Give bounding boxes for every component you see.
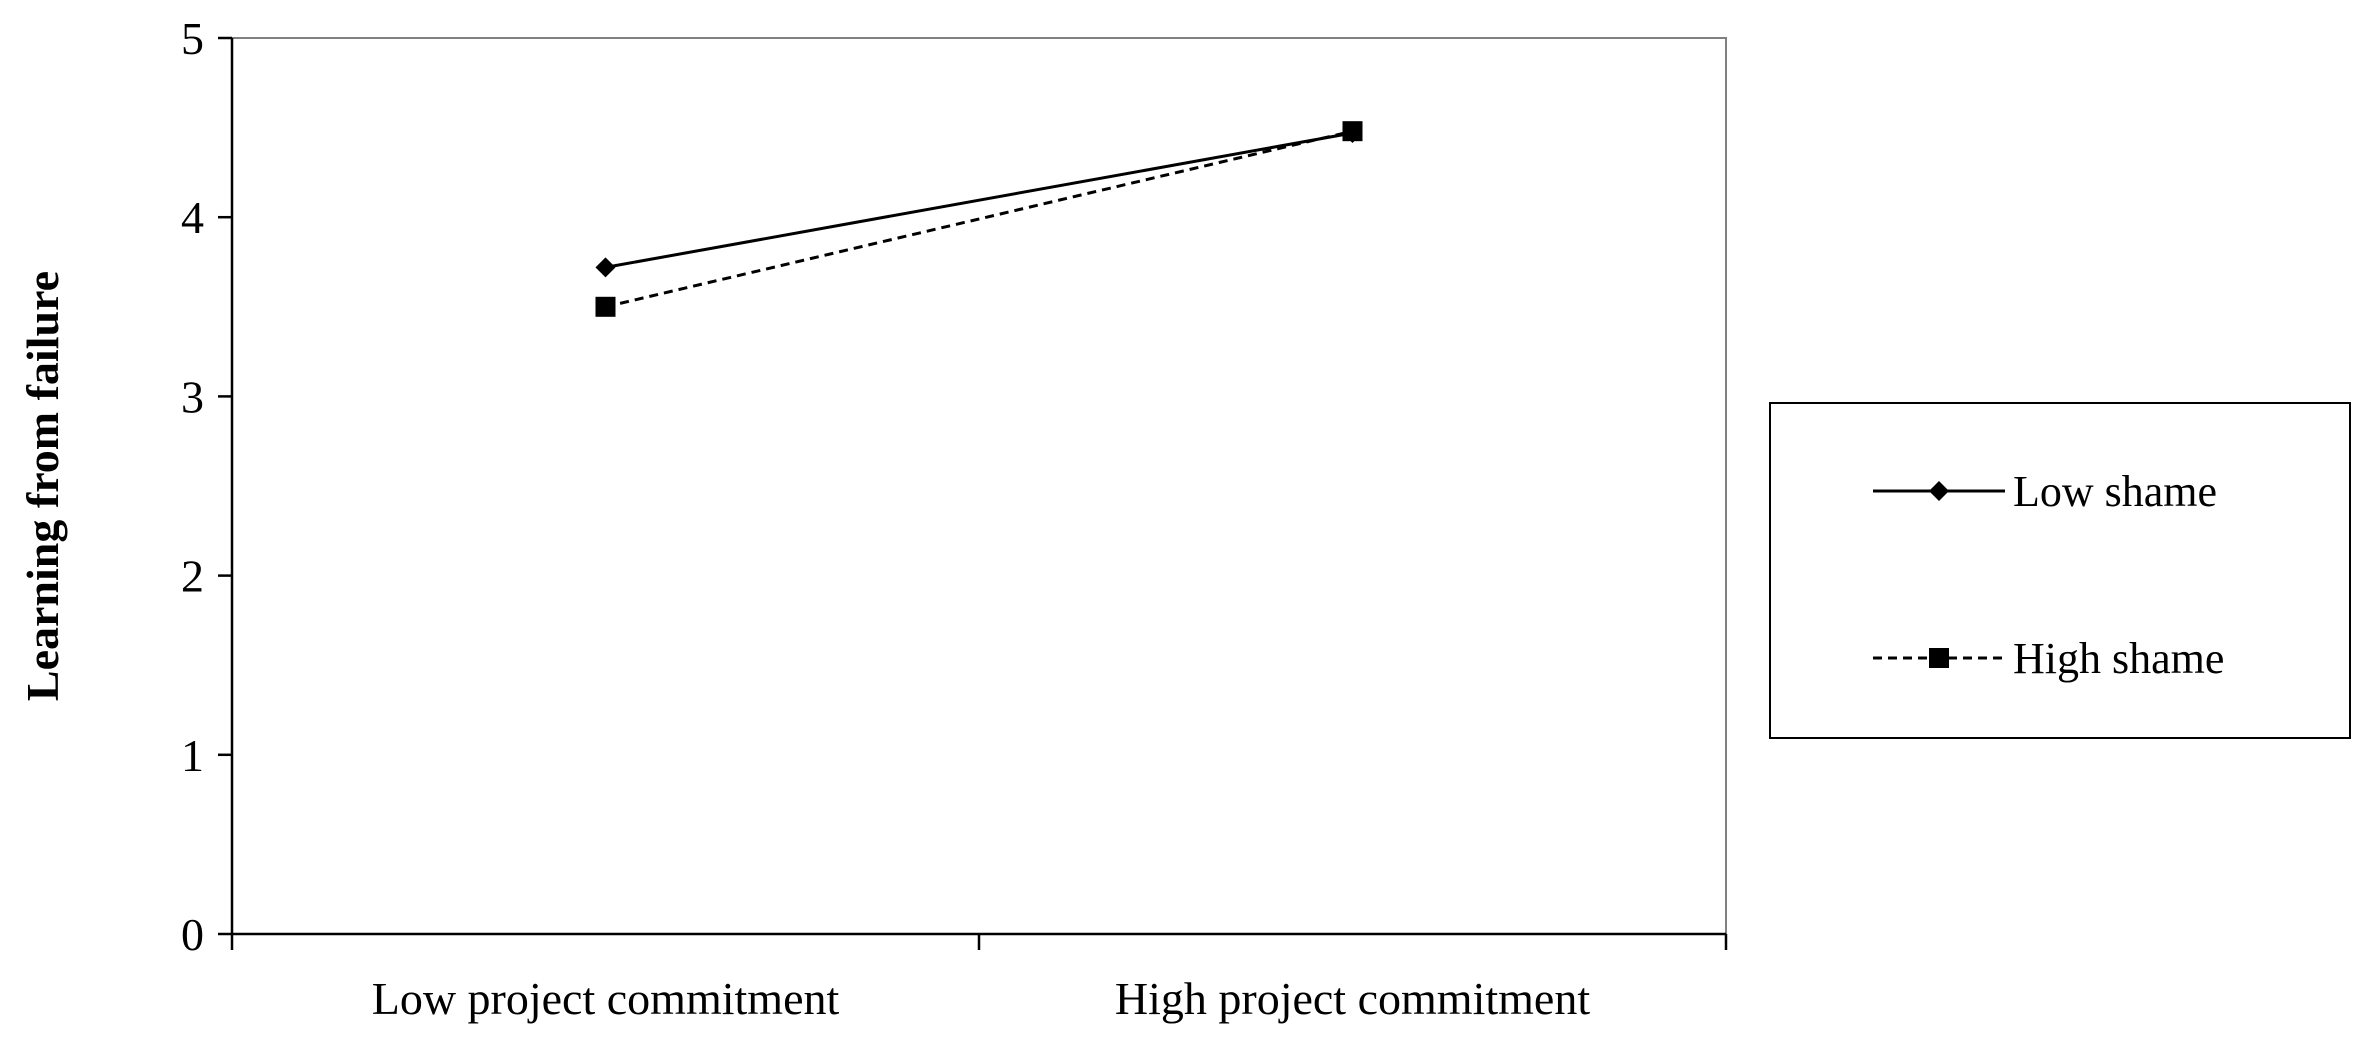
legend-marker (1929, 648, 1949, 668)
y-tick-label: 1 (181, 730, 204, 781)
series-high-shame (595, 121, 1363, 317)
data-point (595, 257, 616, 278)
series-layer (595, 121, 1363, 317)
plot-area (231, 37, 1727, 935)
legend-item: High shame (1873, 634, 2224, 683)
y-tick-label: 4 (181, 192, 204, 243)
legend-items: Low shame High shame (1873, 467, 2224, 683)
y-tick-label: 5 (181, 13, 204, 64)
data-point (1342, 121, 1363, 142)
legend-marker (1929, 481, 1949, 501)
x-tick-label: High project commitment (1115, 973, 1590, 1024)
legend-item: Low shame (1873, 467, 2217, 516)
legend: Low shame High shame (1769, 402, 2351, 739)
x-ticks: Low project commitment High project commi… (230, 934, 1728, 1024)
legend-label: High shame (2013, 634, 2224, 683)
series-line (605, 129, 1353, 309)
y-tick-label: 2 (181, 551, 204, 602)
series-line (605, 131, 1353, 269)
y-ticks: 0 1 2 3 4 5 (181, 13, 232, 960)
y-axis-label: Learning from failure (17, 271, 68, 701)
data-point (595, 296, 616, 317)
legend-label: Low shame (2013, 467, 2217, 516)
y-tick-label: 3 (181, 371, 204, 422)
y-tick-label: 0 (181, 909, 204, 960)
series-low-shame (595, 122, 1363, 278)
legend-box (1769, 402, 2351, 739)
x-tick-label: Low project commitment (372, 973, 840, 1024)
